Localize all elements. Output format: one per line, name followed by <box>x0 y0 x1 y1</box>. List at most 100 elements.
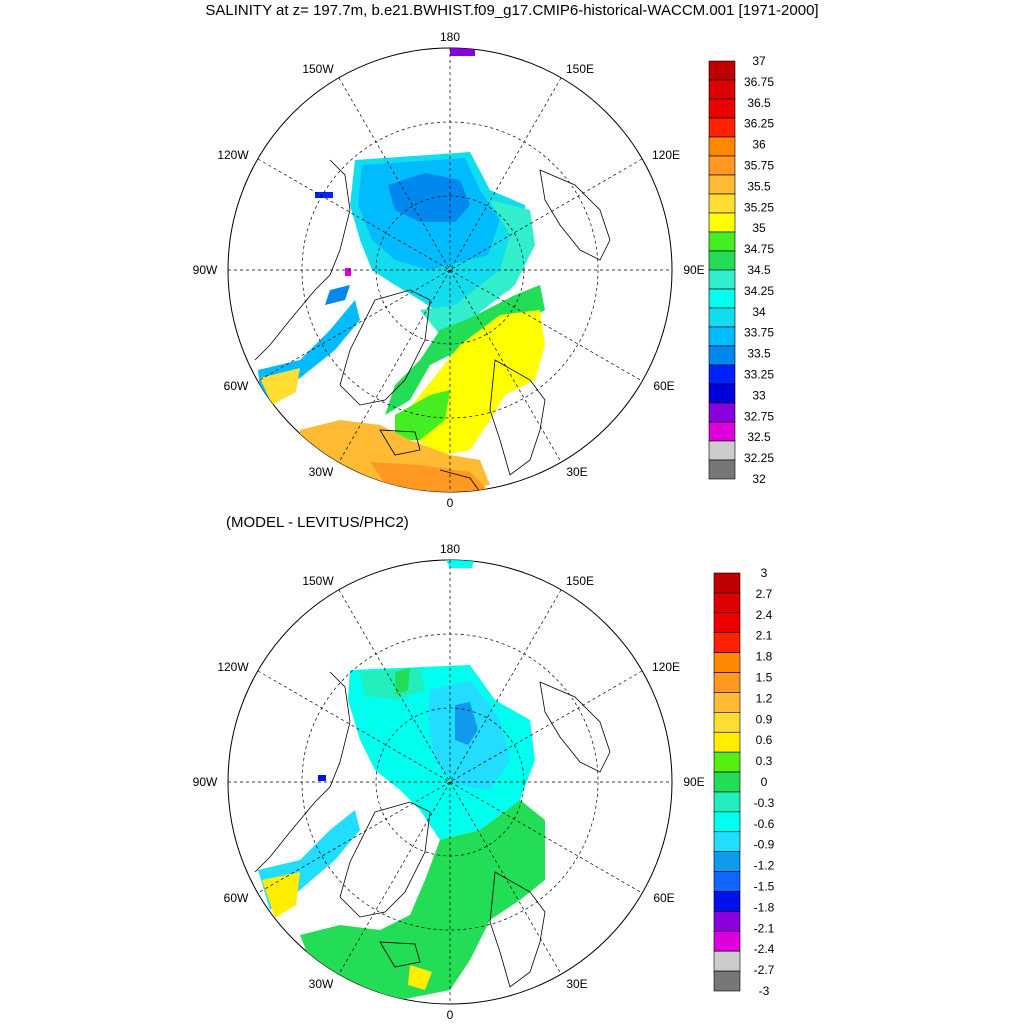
difference-colorbar-label: 2.7 <box>756 587 773 601</box>
salinity-colorbar-box <box>708 193 736 214</box>
difference-colorbar-box <box>713 672 741 693</box>
difference-colorbar-box <box>713 851 741 872</box>
salinity-colorbar-label: 35.5 <box>747 179 771 193</box>
difference-colorbar-box <box>713 871 741 892</box>
salinity-patch-bering <box>450 48 475 56</box>
lon-label-30e: 30E <box>566 465 587 479</box>
lon-label-180: 180 <box>440 542 460 556</box>
lon-label-90e: 90E <box>683 775 704 789</box>
lon-label-60w: 60W <box>224 891 249 905</box>
salinity-colorbar-box <box>708 288 736 309</box>
difference-colorbar-box <box>713 712 741 733</box>
salinity-colorbar-box <box>708 231 736 252</box>
difference-colorbar-label: 1.2 <box>756 691 773 705</box>
lon-label-180: 180 <box>440 30 460 44</box>
difference-colorbar-label: 1.5 <box>756 671 773 685</box>
difference-colorbar: 3 2.7 2.4 2.1 1.8 1.5 1.2 0.9 0.6 0.3 0 -0.3 -0.6 -0.… <box>713 566 775 998</box>
difference-colorbar-label: 0.6 <box>756 733 773 747</box>
salinity-graticule <box>228 48 672 492</box>
difference-colorbar-label: -1.8 <box>754 900 775 914</box>
difference-region-minus-0-9 <box>455 702 478 745</box>
salinity-patch-channel <box>315 192 333 198</box>
lon-label-150w: 150W <box>302 574 334 588</box>
difference-colorbar-label: -0.3 <box>754 796 775 810</box>
salinity-colorbar-box <box>708 326 736 347</box>
difference-colorbar-label: 2.4 <box>756 608 773 622</box>
lon-label-0: 0 <box>447 1008 454 1022</box>
salinity-colorbar-box <box>708 459 736 480</box>
salinity-field <box>254 48 611 492</box>
salinity-colorbar-label: 36 <box>752 138 766 152</box>
salinity-colorbar-label: 32.25 <box>744 451 774 465</box>
salinity-colorbar-label: 36.75 <box>744 75 774 89</box>
lon-label-90e: 90E <box>683 263 704 277</box>
salinity-colorbar-box <box>708 136 736 157</box>
difference-colorbar-box <box>713 811 741 833</box>
salinity-colorbar-label: 34.25 <box>744 284 774 298</box>
salinity-colorbar-box <box>708 174 736 195</box>
salinity-colorbar-box <box>708 117 736 138</box>
difference-colorbar-label: 1.8 <box>756 650 773 664</box>
lon-label-60w: 60W <box>224 379 249 393</box>
salinity-colorbar-label: 32.5 <box>747 430 771 444</box>
salinity-colorbar-box <box>708 364 736 385</box>
lon-label-150e: 150E <box>566 574 594 588</box>
difference-region-bering <box>445 560 475 568</box>
salinity-colorbar-box <box>708 402 736 423</box>
difference-subtitle: (MODEL - LEVITUS/PHC2) <box>226 514 409 531</box>
salinity-colorbar-label: 35 <box>752 221 766 235</box>
lon-label-120e: 120E <box>652 660 680 674</box>
difference-colorbar-label: 3 <box>761 566 768 580</box>
salinity-colorbar-label: 36.5 <box>747 96 771 110</box>
difference-colorbar-label: 0.3 <box>756 754 773 768</box>
difference-colorbar-label: -3 <box>759 984 770 998</box>
salinity-colorbar-label: 33.75 <box>744 326 774 340</box>
difference-coastlines <box>254 671 611 988</box>
salinity-colorbar: 37 36.75 36.5 36.25 36 35.75 35.5 35.25 35 34.75 3… <box>708 54 774 486</box>
difference-colorbar-box <box>713 572 741 594</box>
salinity-colorbar-box <box>708 155 736 176</box>
lon-label-60e: 60E <box>653 891 674 905</box>
difference-colorbar-box <box>713 950 741 972</box>
salinity-colorbar-box <box>708 440 736 461</box>
lon-label-150e: 150E <box>566 62 594 76</box>
difference-colorbar-label: 0.9 <box>756 712 773 726</box>
difference-colorbar-box <box>713 911 741 932</box>
difference-graticule <box>228 560 672 1004</box>
salinity-colorbar-label: 33.5 <box>747 347 771 361</box>
salinity-colorbar-box <box>708 383 736 404</box>
difference-colorbar-label: -1.5 <box>754 880 775 894</box>
salinity-map: 180 150E 120E 90E 60E 30E 0 30W 60W 90W … <box>193 30 705 510</box>
difference-lon-labels: 180 150E 120E 90E 60E 30E 0 30W 60W 90W … <box>193 542 705 1022</box>
difference-map: 180 150E 120E 90E 60E 30E 0 30W 60W 90W … <box>193 542 705 1022</box>
salinity-colorbar-box <box>708 307 736 328</box>
salinity-coastlines <box>254 159 611 492</box>
difference-field <box>254 560 611 1000</box>
salinity-colorbar-label: 34.5 <box>747 263 771 277</box>
salinity-colorbar-box <box>708 212 736 233</box>
salinity-patch-low <box>345 268 351 276</box>
salinity-region-34-25 <box>420 200 535 335</box>
salinity-region-33-25 <box>388 173 470 222</box>
salinity-colorbar-label: 34.75 <box>744 242 774 256</box>
difference-colorbar-box <box>713 632 741 653</box>
salinity-colorbar-box <box>708 345 736 366</box>
lon-label-60e: 60E <box>653 379 674 393</box>
difference-region-patch <box>395 668 410 695</box>
salinity-colorbar-box <box>708 79 736 100</box>
difference-colorbar-label: -1.2 <box>754 859 775 873</box>
difference-colorbar-box <box>713 751 741 773</box>
lon-label-120w: 120W <box>217 148 249 162</box>
lon-label-30w: 30W <box>309 977 334 991</box>
difference-colorbar-box <box>713 791 741 813</box>
difference-region-atlantic <box>300 800 545 1000</box>
salinity-colorbar-label: 32.75 <box>744 409 774 423</box>
lon-label-120w: 120W <box>217 660 249 674</box>
salinity-lon-labels: 180 150E 120E 90E 60E 30E 0 30W 60W 90W … <box>193 30 705 510</box>
difference-colorbar-label: -2.1 <box>754 921 775 935</box>
lon-label-120e: 120E <box>652 148 680 162</box>
lon-label-0: 0 <box>447 496 454 510</box>
difference-colorbar-box <box>713 731 741 753</box>
salinity-region-34-75 <box>395 390 450 440</box>
